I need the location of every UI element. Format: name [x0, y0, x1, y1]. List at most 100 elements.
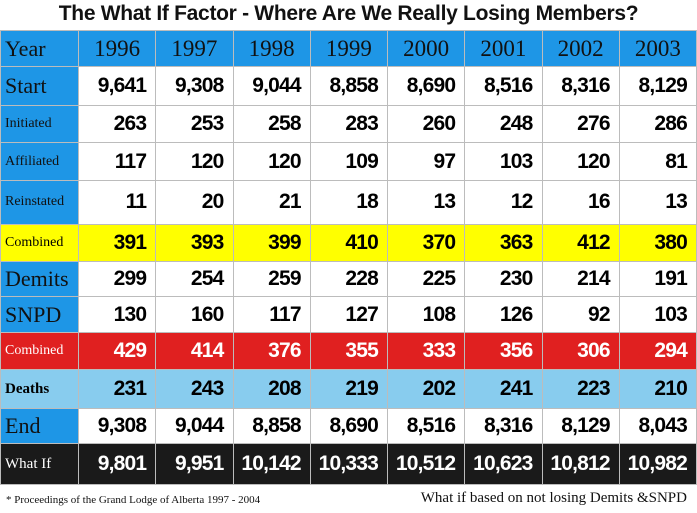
value-cell: 11: [77, 179, 157, 225]
year-cell: 1998: [232, 29, 311, 68]
value-cell: 191: [618, 260, 697, 298]
value-cell: 10,512: [386, 443, 466, 485]
value-cell: 8,690: [386, 66, 466, 106]
value-cell: 414: [155, 331, 234, 371]
value-cell: 8,316: [541, 66, 620, 106]
end-row: End 9,308 9,044 8,858 8,690 8,516 8,316 8,129 8,…: [0, 407, 697, 445]
chart-title: The What If Factor - Where Are We Really…: [58, 2, 639, 25]
value-cell: 258: [232, 104, 311, 144]
value-cell: 81: [618, 142, 697, 181]
value-cell: 380: [618, 223, 697, 262]
value-cell: 9,801: [77, 443, 157, 485]
year-cell: 1997: [155, 29, 234, 68]
year-cell: 1999: [309, 29, 389, 68]
value-cell: 103: [618, 296, 697, 333]
value-cell: 9,308: [77, 407, 157, 445]
value-cell: 8,316: [464, 407, 543, 445]
year-cell: 2000: [386, 29, 466, 68]
value-cell: 13: [618, 179, 697, 225]
value-cell: 219: [309, 369, 389, 409]
deaths-row: Deaths 231 243 208 219 202 241 223 210: [0, 369, 697, 409]
value-cell: 120: [541, 142, 620, 181]
value-cell: 306: [541, 331, 620, 371]
value-cell: 225: [386, 260, 466, 298]
value-cell: 120: [155, 142, 234, 181]
value-cell: 410: [309, 223, 389, 262]
value-cell: 8,516: [386, 407, 466, 445]
combined-gain-row: Combined 391 393 399 410 370 363 412 380: [0, 223, 697, 262]
value-cell: 16: [541, 179, 620, 225]
initiated-row: Initiated 263 253 258 283 260 248 276 286: [0, 104, 697, 144]
reinstated-row: Reinstated 11 20 21 18 13 12 16 13: [0, 179, 697, 225]
value-cell: 8,043: [618, 407, 697, 445]
value-cell: 160: [155, 296, 234, 333]
demits-row: Demits 299 254 259 228 225 230 214 191: [0, 260, 697, 298]
row-label: What If: [0, 443, 79, 485]
value-cell: 117: [77, 142, 157, 181]
value-cell: 8,129: [618, 66, 697, 106]
value-cell: 8,858: [232, 407, 311, 445]
membership-table: Year 1996 1997 1998 1999 2000 2001 2002 …: [0, 29, 697, 485]
year-header-row: Year 1996 1997 1998 1999 2000 2001 2002 …: [0, 29, 697, 68]
year-cell: 1996: [77, 29, 157, 68]
value-cell: 231: [77, 369, 157, 409]
value-cell: 412: [541, 223, 620, 262]
row-label: Initiated: [0, 104, 79, 144]
value-cell: 356: [464, 331, 543, 371]
value-cell: 9,641: [77, 66, 157, 106]
value-cell: 120: [232, 142, 311, 181]
row-label: End: [0, 407, 79, 445]
value-cell: 126: [464, 296, 543, 333]
value-cell: 97: [386, 142, 466, 181]
year-cell: 2002: [541, 29, 620, 68]
value-cell: 259: [232, 260, 311, 298]
value-cell: 254: [155, 260, 234, 298]
row-label: Demits: [0, 260, 79, 298]
what-if-row: What If 9,801 9,951 10,142 10,333 10,512 10,62…: [0, 443, 697, 485]
value-cell: 8,129: [541, 407, 620, 445]
year-header-label: Year: [0, 29, 79, 68]
value-cell: 370: [386, 223, 466, 262]
value-cell: 10,142: [232, 443, 311, 485]
value-cell: 8,516: [464, 66, 543, 106]
value-cell: 286: [618, 104, 697, 144]
value-cell: 9,044: [232, 66, 311, 106]
value-cell: 109: [309, 142, 389, 181]
value-cell: 263: [77, 104, 157, 144]
value-cell: 391: [77, 223, 157, 262]
value-cell: 260: [386, 104, 466, 144]
value-cell: 12: [464, 179, 543, 225]
value-cell: 18: [309, 179, 389, 225]
value-cell: 10,812: [541, 443, 620, 485]
value-cell: 243: [155, 369, 234, 409]
value-cell: 253: [155, 104, 234, 144]
value-cell: 103: [464, 142, 543, 181]
value-cell: 223: [541, 369, 620, 409]
value-cell: 399: [232, 223, 311, 262]
value-cell: 276: [541, 104, 620, 144]
row-label: Affiliated: [0, 142, 79, 181]
value-cell: 9,308: [155, 66, 234, 106]
value-cell: 294: [618, 331, 697, 371]
value-cell: 108: [386, 296, 466, 333]
value-cell: 10,623: [464, 443, 543, 485]
value-cell: 283: [309, 104, 389, 144]
value-cell: 429: [77, 331, 157, 371]
value-cell: 9,951: [155, 443, 234, 485]
value-cell: 21: [232, 179, 311, 225]
source-footnote: * Proceedings of the Grand Lodge of Albe…: [6, 494, 261, 506]
value-cell: 393: [155, 223, 234, 262]
value-cell: 363: [464, 223, 543, 262]
value-cell: 214: [541, 260, 620, 298]
value-cell: 13: [386, 179, 466, 225]
value-cell: 248: [464, 104, 543, 144]
row-label: Start: [0, 66, 79, 106]
affiliated-row: Affiliated 117 120 120 109 97 103 120 81: [0, 142, 697, 181]
year-cell: 2003: [618, 29, 697, 68]
combined-loss-row: Combined 429 414 376 355 333 356 306 294: [0, 331, 697, 371]
row-label: Reinstated: [0, 179, 79, 225]
value-cell: 228: [309, 260, 389, 298]
value-cell: 210: [618, 369, 697, 409]
row-label: Deaths: [0, 369, 79, 409]
row-label: Combined: [0, 223, 79, 262]
